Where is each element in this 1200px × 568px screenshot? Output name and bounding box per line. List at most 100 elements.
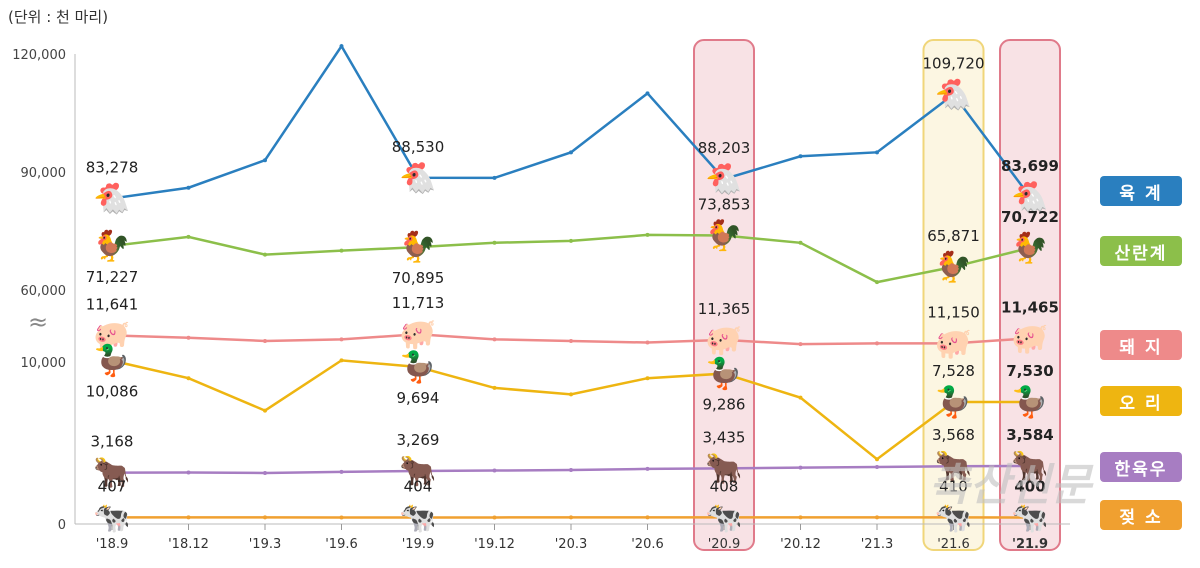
legend-item-3: 오 리 [1100, 386, 1182, 416]
x-tick-label: '20.6 [631, 537, 664, 552]
dairy-cow-icon: 🐄 [93, 500, 130, 535]
data-point [416, 364, 420, 369]
data-point [1028, 515, 1032, 520]
data-point [645, 376, 650, 381]
data-point [569, 468, 573, 473]
data-point [951, 264, 956, 269]
x-tick-label: '19.12 [474, 537, 515, 552]
legend-item-2: 돼 지 [1100, 330, 1182, 360]
data-point [722, 233, 726, 238]
cow-icon: 🐂 [399, 454, 436, 489]
data-point [416, 469, 420, 474]
x-tick-label: '18.9 [96, 537, 129, 552]
data-point [339, 44, 344, 49]
data-label: 88,203 [698, 139, 751, 157]
chicken-layer-icon: 🐓 [1011, 230, 1048, 266]
data-point [645, 340, 650, 345]
data-label: 71,227 [86, 268, 139, 286]
data-point [798, 342, 803, 347]
x-tick-label: '21.6 [937, 537, 970, 552]
pig-icon: 🐖 [93, 318, 130, 353]
data-label: 73,853 [698, 196, 751, 214]
x-tick-label: '19.3 [249, 537, 282, 552]
chicken-layer-icon: 🐓 [93, 228, 130, 264]
chicken-broiler-icon: 🐔 [93, 181, 130, 216]
highlight-band-12 [999, 39, 1061, 551]
data-label: 11,465 [1001, 298, 1059, 316]
data-point [798, 154, 803, 159]
pig-icon: 🐖 [399, 317, 436, 352]
data-point [1028, 463, 1032, 468]
data-point [186, 335, 191, 340]
y-tick-label: 90,000 [21, 166, 67, 181]
legend-item-5: 젖 소 [1100, 500, 1182, 530]
data-point [722, 515, 726, 520]
data-point [110, 196, 114, 201]
pig-icon: 🐖 [1011, 321, 1048, 356]
data-point [492, 468, 497, 473]
y-tick-label: 60,000 [21, 284, 67, 299]
data-point [569, 150, 573, 155]
duck-icon: 🦆 [705, 356, 742, 392]
cow-icon: 🐂 [1011, 449, 1048, 484]
data-point [339, 248, 344, 253]
data-point [951, 92, 956, 97]
data-point [569, 515, 573, 520]
cow-icon: 🐂 [93, 456, 130, 491]
data-label: 9,694 [397, 389, 440, 407]
data-label: 3,568 [932, 426, 975, 444]
x-tick-label: '21.9 [1012, 537, 1048, 552]
data-point [492, 515, 497, 520]
dairy-cow-icon: 🐄 [935, 500, 972, 535]
data-label: 3,269 [397, 431, 440, 449]
dairy-cow-icon: 🐄 [399, 500, 436, 535]
legend-item-1: 산란계 [1100, 236, 1182, 266]
data-point [416, 332, 420, 337]
x-tick-label: '20.3 [555, 537, 588, 552]
highlight-band-11 [922, 39, 985, 551]
data-point [1028, 400, 1032, 405]
data-point [339, 515, 344, 520]
data-point [492, 175, 497, 180]
data-point [798, 395, 803, 400]
data-label: 3,584 [1006, 426, 1053, 444]
chicken-layer-icon: 🐓 [399, 229, 436, 265]
data-point [1028, 194, 1032, 199]
data-point [263, 338, 267, 343]
data-point [875, 341, 879, 346]
data-point [492, 240, 497, 245]
legend-item-4: 한육우 [1100, 452, 1182, 482]
x-tick-label: '20.9 [708, 537, 741, 552]
data-label: 88,530 [392, 138, 445, 156]
data-point [110, 358, 114, 363]
data-label: 70,722 [1001, 208, 1059, 226]
data-label: 70,895 [392, 269, 445, 287]
data-label: 11,150 [927, 303, 980, 321]
data-point [722, 337, 726, 342]
data-point [263, 408, 267, 413]
data-label: 83,699 [1001, 157, 1059, 175]
data-point [339, 337, 344, 342]
chicken-broiler-icon: 🐔 [935, 77, 972, 112]
data-label: 83,278 [86, 158, 139, 176]
x-tick-label: '20.12 [780, 537, 821, 552]
data-label: 3,168 [91, 433, 134, 451]
data-point [110, 515, 114, 520]
data-point [951, 464, 956, 469]
highlight-band-8 [693, 39, 755, 551]
dairy-cow-icon: 🐄 [705, 500, 742, 535]
data-point [339, 469, 344, 474]
data-point [875, 515, 879, 520]
data-label: 11,365 [698, 300, 751, 318]
data-point [416, 515, 420, 520]
data-point [569, 238, 573, 243]
data-point [263, 470, 267, 475]
dairy-cow-icon: 🐄 [1011, 501, 1048, 536]
legend-item-0: 육 계 [1100, 176, 1182, 206]
axis-break-icon: ≈ [28, 308, 48, 336]
data-point [186, 470, 191, 475]
data-point [951, 341, 956, 346]
data-point [492, 385, 497, 390]
data-point [951, 400, 956, 405]
